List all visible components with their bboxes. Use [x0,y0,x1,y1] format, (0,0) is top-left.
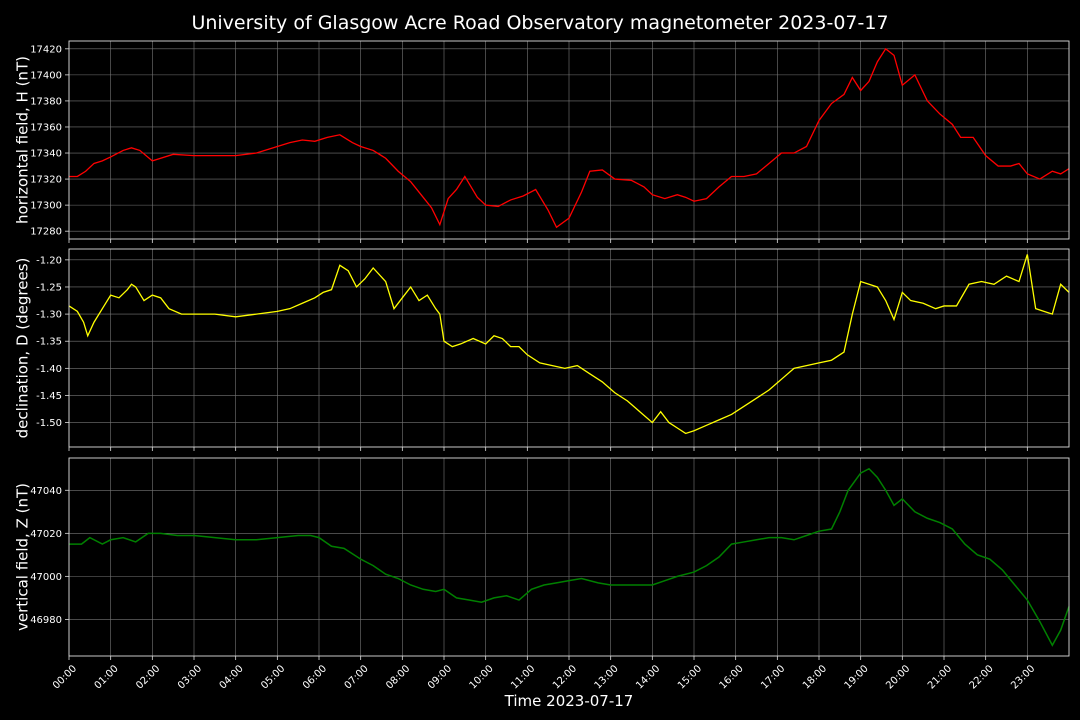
panel-z-ytick-label: 47000 [30,572,62,583]
panel-d-ylabel: declination, D (degrees) [13,258,31,439]
panel-d-grid [68,249,1069,447]
x-tick-label: 01:00 [93,663,121,691]
x-tick-label: 20:00 [884,663,912,691]
x-tick-label: 16:00 [718,663,746,691]
panel-z-ylabel: vertical field, Z (nT) [13,483,31,631]
panel-z-series-line [69,467,1070,647]
panel-d-ytick-label: -1.20 [36,255,62,266]
x-tick-label: 12:00 [551,663,579,691]
x-tick-label: 23:00 [1009,663,1037,691]
panel-z-ytick-label: 46980 [30,615,62,626]
x-tick-label: 08:00 [384,663,412,691]
panel-h-grid [68,41,1069,239]
panel-h-ylabel: horizontal field, H (nT) [13,56,31,224]
panel-h-ytick-label: 17400 [30,70,62,81]
x-tick-label: 09:00 [426,663,454,691]
x-tick-label: 03:00 [176,663,204,691]
panel-d-ytick-label: -1.45 [36,391,62,402]
panel-d-ytick-label: -1.40 [36,364,62,375]
x-tick-label: 15:00 [676,663,704,691]
x-tick-label: 10:00 [468,663,496,691]
panel-z-ytick-label: 47040 [30,486,62,497]
x-tick-label: 11:00 [509,663,537,691]
panel-d-ytick-label: -1.30 [36,310,62,321]
x-tick-label: 07:00 [343,663,371,691]
x-tick-label: 21:00 [926,663,954,691]
x-tick-label: 18:00 [801,663,829,691]
panel-h-ytick-label: 17280 [30,227,62,238]
panel-h-ytick-label: 17340 [30,149,62,160]
panel-d-frame [68,248,1070,448]
panel-h-ytick-label: 17360 [30,122,62,133]
panel-z-grid [68,458,1069,656]
panel-d-ytick-label: -1.25 [36,282,62,293]
panel-h-ytick-label: 17420 [30,44,62,55]
panel-h: 17280 17300 17320 17340 17360 17380 17400 17420… [13,40,1070,243]
x-tick-label: 02:00 [134,663,162,691]
panel-d-series-line [68,254,1070,435]
x-tick-label: 13:00 [593,663,621,691]
chart-title: University of Glasgow Acre Road Observat… [191,12,888,34]
x-tick-label: 17:00 [759,663,787,691]
panel-z: 46980 47000 47020 47040 vertical field, Z (… [13,457,1070,660]
x-tick-label: 04:00 [218,663,246,691]
x-tick-label: 19:00 [843,663,871,691]
panel-z-yticks: 46980 47000 47020 47040 [30,486,1028,660]
panel-z-ytick-label: 47020 [30,529,62,540]
x-tick-label: 14:00 [634,663,662,691]
panel-d: -1.20 -1.25 -1.30 -1.35 -1.40 -1.45 -1.50 decl… [13,248,1070,451]
panel-h-yticks: 17280 17300 17320 17340 17360 17380 17400 17420 [30,44,1028,243]
panel-d-ytick-label: -1.35 [36,337,62,348]
x-axis-ticks: 00:00 01:00 02:00 03:00 04:00 05:00 06:00 07:00… [51,663,1037,691]
panel-h-series-line [69,47,1070,229]
panel-h-frame [68,40,1070,240]
panel-h-ytick-label: 17380 [30,96,62,107]
x-tick-label: 00:00 [51,663,79,691]
panel-z-frame [68,457,1070,657]
panel-h-ytick-label: 17320 [30,175,62,186]
panel-h-ytick-label: 17300 [30,201,62,212]
x-tick-label: 06:00 [301,663,329,691]
x-tick-label: 22:00 [968,663,996,691]
panel-d-yticks: -1.20 -1.25 -1.30 -1.35 -1.40 -1.45 -1.50 [36,255,1028,451]
panel-d-ytick-label: -1.50 [36,418,62,429]
x-axis-label: Time 2023-07-17 [504,692,634,710]
x-tick-label: 05:00 [259,663,287,691]
